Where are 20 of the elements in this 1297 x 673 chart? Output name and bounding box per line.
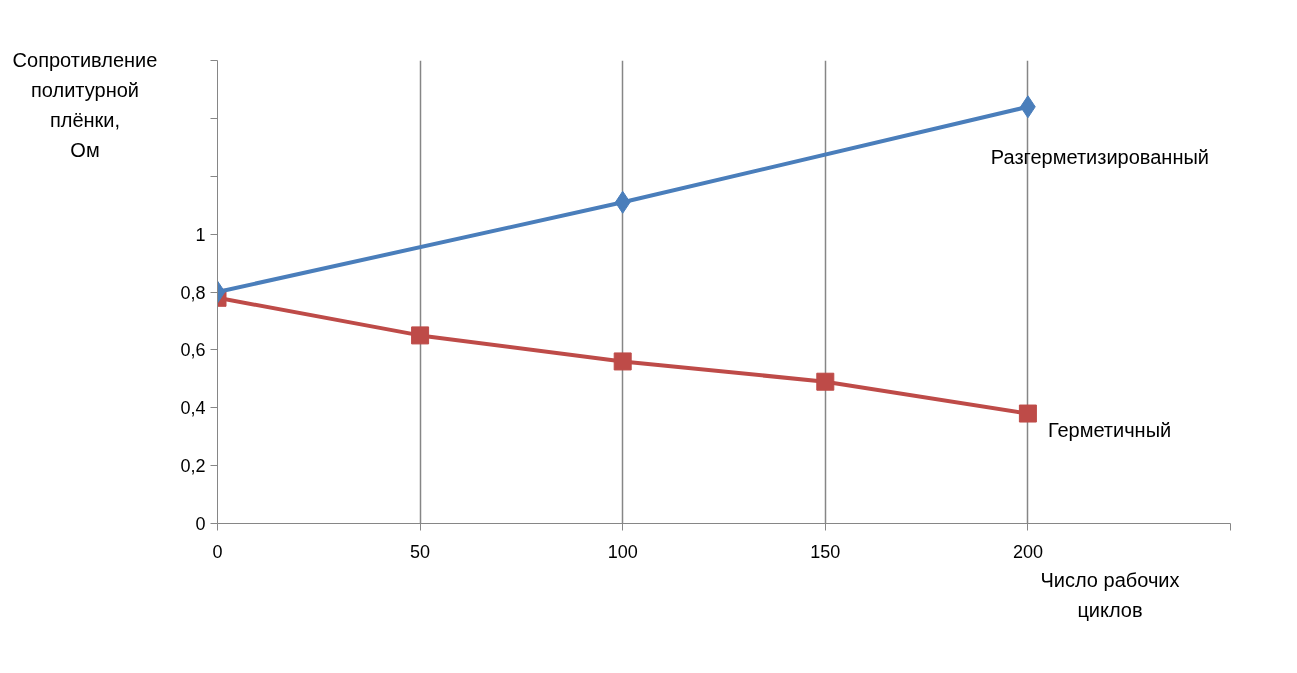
point: [411, 326, 430, 345]
x-tick-label: 50: [410, 541, 431, 562]
point: [1018, 404, 1037, 423]
y-axis-title: Сопротивление политурной плёнки, Ом: [12, 48, 158, 163]
x-tick-label: 200: [1012, 541, 1043, 562]
y-tick-label: 0,2: [180, 456, 206, 477]
point: [613, 352, 632, 371]
series-label: Герметичный: [1047, 418, 1172, 441]
point: [816, 372, 835, 391]
y-tick-label: 0: [195, 514, 206, 534]
y-tick-label: 1: [195, 224, 206, 245]
x-tick-label: 100: [607, 541, 638, 562]
x-tick-label: 150: [810, 541, 841, 562]
series-label: Разгерметизированный: [990, 145, 1209, 168]
y-tick-label: 0,4: [180, 398, 206, 419]
x-axis-title: Число рабочих циклов: [1040, 568, 1180, 623]
point: [614, 190, 631, 214]
y-tick-label: 0,8: [180, 282, 206, 303]
x-tick-label: 0: [212, 541, 223, 562]
y-tick-label: 0,6: [180, 340, 206, 361]
